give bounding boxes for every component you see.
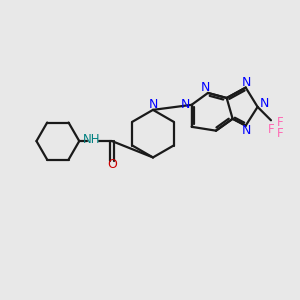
Text: N: N	[181, 98, 190, 111]
Text: F: F	[268, 123, 275, 136]
Text: N: N	[242, 76, 251, 89]
Text: F: F	[277, 116, 283, 129]
Text: O: O	[107, 158, 117, 171]
Text: F: F	[277, 127, 283, 140]
Text: N: N	[242, 124, 251, 137]
Text: NH: NH	[83, 133, 101, 146]
Text: N: N	[149, 98, 158, 111]
Text: N: N	[260, 98, 269, 110]
Text: N: N	[201, 81, 210, 94]
